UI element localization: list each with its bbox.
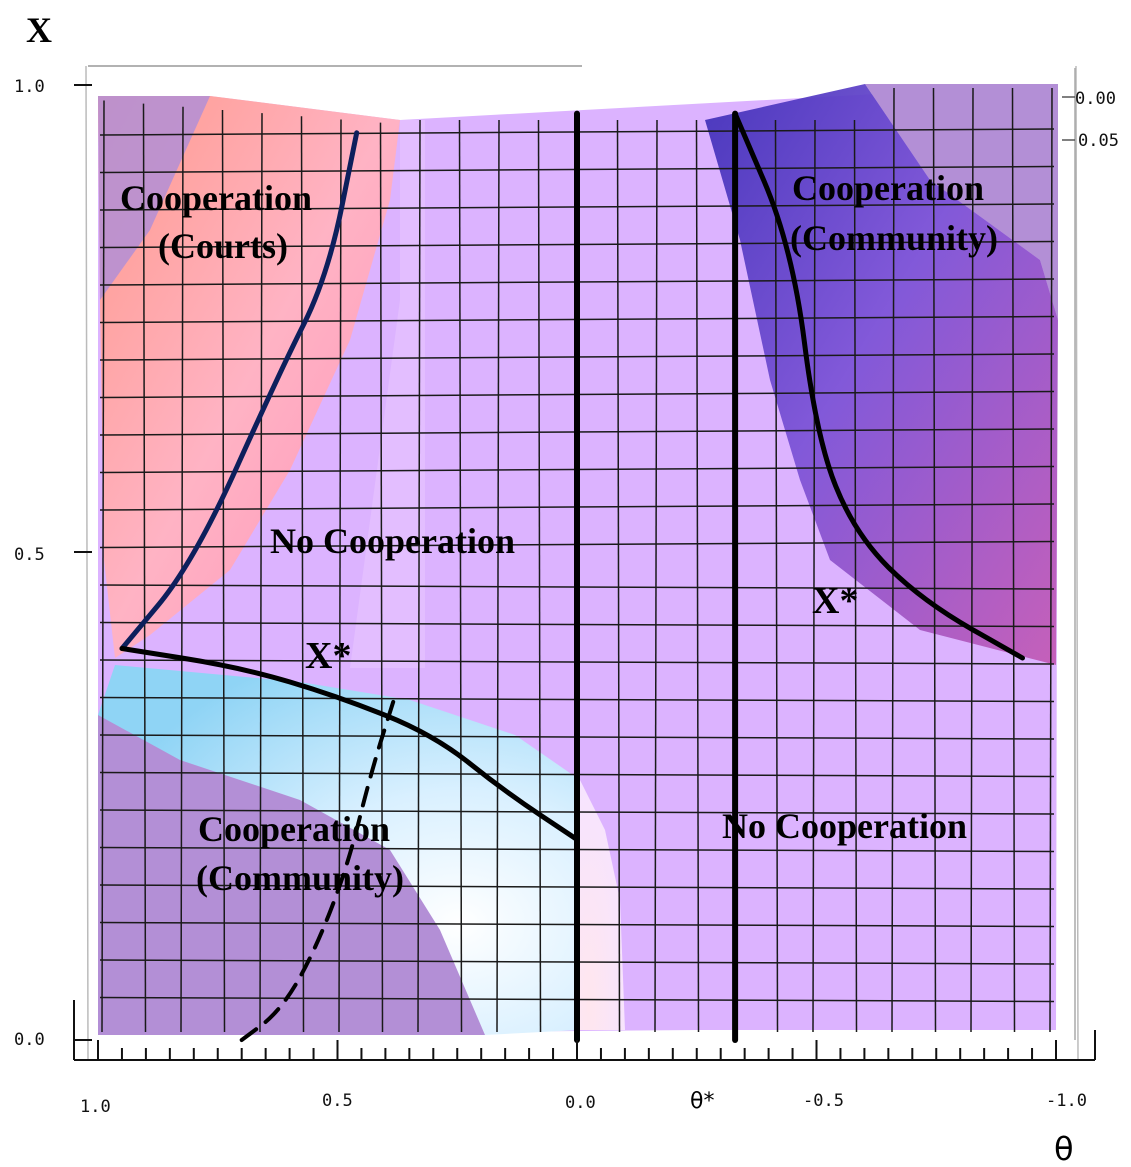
- y-tick-label: 1.0: [14, 77, 45, 97]
- mesh-line-vertical: [458, 119, 463, 1033]
- region-corner-top-right: [865, 84, 1058, 320]
- mesh-line-vertical: [774, 119, 779, 1033]
- right-axis: 0.00 0.05: [1062, 89, 1119, 151]
- region-label: Cooperation: [198, 809, 390, 849]
- x-tick-label: 0.5: [322, 1091, 353, 1111]
- region-cooperation-community-right: [705, 84, 1058, 665]
- surface-highlight: [350, 120, 425, 668]
- region-label: No Cooperation: [722, 806, 967, 846]
- x-tick-label-theta-star: θ*: [690, 1089, 714, 1114]
- region-corner-top-left: [98, 96, 210, 300]
- marker-label-xstar: X*: [305, 635, 351, 677]
- mesh-line-vertical: [891, 87, 895, 1033]
- mesh-line-vertical: [1049, 87, 1053, 1033]
- region-label: (Community): [196, 858, 404, 898]
- region-community-left-dark: [98, 715, 485, 1035]
- marker-label-xstar: X*: [812, 580, 858, 622]
- mesh-line-vertical: [379, 122, 384, 1033]
- y-tick-label: 0.0: [14, 1030, 45, 1050]
- boundary-courts-left: [119, 130, 360, 651]
- mesh-line-vertical: [101, 100, 105, 1033]
- region-cooperation-courts: [98, 96, 400, 658]
- region-label: Cooperation: [792, 168, 984, 208]
- mesh-line-vertical: [221, 109, 226, 1033]
- x-tick-label: -0.5: [803, 1091, 844, 1111]
- frame: [73, 65, 1096, 1061]
- mesh-line-vertical: [1011, 87, 1016, 1033]
- boundary-xstar-left: [119, 646, 580, 842]
- y-axis: 1.0 0.5 0.0 X: [14, 10, 92, 1050]
- mesh-line-vertical: [537, 119, 542, 1033]
- mesh-line-vertical: [970, 87, 974, 1033]
- boundary-xstar-right: [732, 111, 1025, 661]
- mesh-line-vertical: [654, 119, 658, 1033]
- mesh-line-vertical: [695, 119, 700, 1033]
- region-labels: Cooperation (Courts) Cooperation (Commun…: [120, 168, 998, 898]
- region-label: Cooperation: [120, 178, 312, 218]
- x-tick-label: 1.0: [80, 1097, 111, 1117]
- region-label: (Community): [790, 218, 998, 258]
- y-axis-title: X: [26, 10, 52, 50]
- mesh-line-vertical: [417, 119, 421, 1033]
- mesh-line-vertical: [259, 113, 263, 1033]
- x-axis: 1.0 0.5 0.0 θ* -0.5 -1.0 θ: [80, 1040, 1087, 1167]
- mesh-line-vertical: [338, 119, 342, 1033]
- mesh-line-vertical: [853, 119, 858, 1033]
- right-tick-label: 0.05: [1078, 131, 1119, 151]
- surface-white-patch: [580, 780, 625, 1030]
- mesh-line-vertical: [300, 116, 305, 1033]
- mesh-line-vertical: [932, 87, 937, 1033]
- boundary-curves: [119, 110, 1025, 1043]
- right-tick-label: 0.00: [1075, 89, 1116, 109]
- mesh-line-vertical: [496, 119, 500, 1033]
- mesh-line-vertical: [142, 103, 147, 1033]
- boundary-dashed-left: [239, 694, 397, 1042]
- y-tick-label: 0.5: [14, 545, 45, 565]
- x-tick-label: -1.0: [1046, 1091, 1087, 1111]
- mesh-line-vertical: [616, 119, 621, 1033]
- region-label: (Courts): [158, 226, 288, 266]
- region-label: No Cooperation: [270, 521, 515, 561]
- mesh-line-vertical: [812, 119, 816, 1033]
- x-tick-label: 0.0: [565, 1093, 596, 1113]
- x-axis-title: θ: [1054, 1130, 1074, 1167]
